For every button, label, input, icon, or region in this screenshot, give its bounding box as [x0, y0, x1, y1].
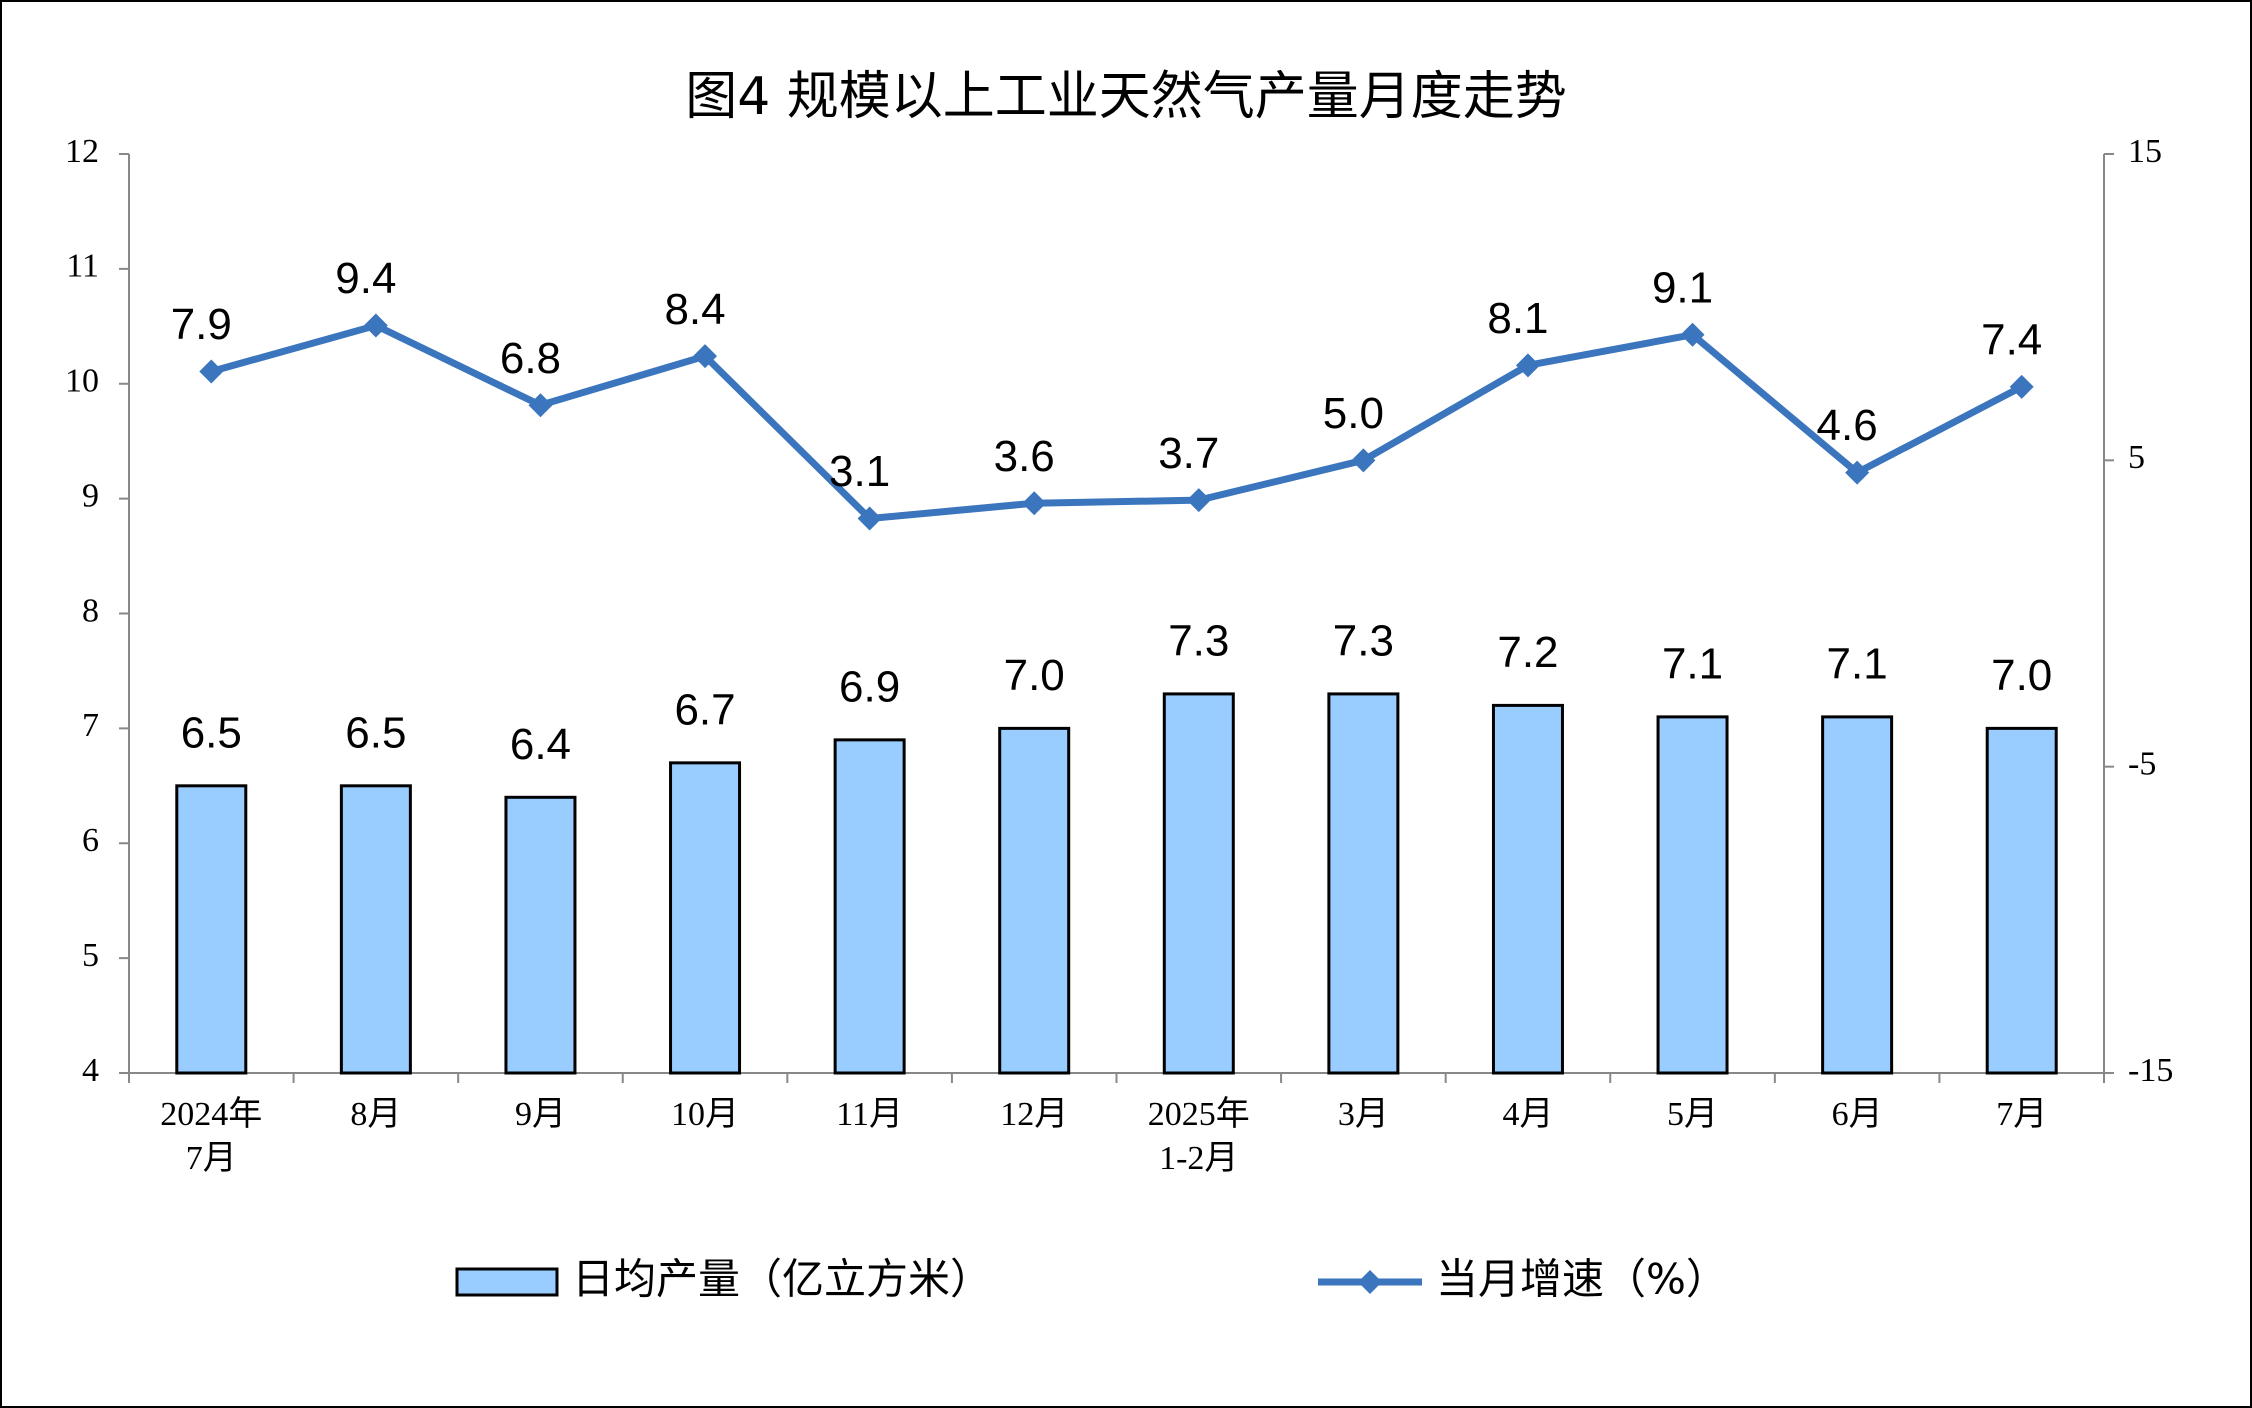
x-tick-label: 6月 — [1831, 1096, 1883, 1133]
line-label: 7.9 — [171, 300, 232, 349]
bar-label: 6.5 — [345, 708, 406, 757]
bar-label: 7.0 — [1004, 651, 1065, 700]
y-tick-label: 8 — [82, 592, 99, 629]
marker — [2009, 374, 2034, 399]
marker — [857, 506, 882, 531]
bar-label: 6.5 — [181, 708, 242, 757]
line-label: 5.0 — [1323, 389, 1384, 438]
bar-label: 6.4 — [510, 720, 571, 769]
y-tick-label: 7 — [82, 707, 99, 744]
line-label: 9.1 — [1652, 263, 1713, 312]
bar — [1327, 692, 1400, 1075]
marker — [1680, 322, 1705, 347]
chart-title: 图4 规模以上工业天然气产量月度走势 — [685, 67, 1567, 127]
line-label: 3.1 — [829, 447, 890, 496]
y2-tick-label: -15 — [2128, 1052, 2173, 1089]
bar-label: 7.2 — [1497, 628, 1558, 677]
bar-label: 7.3 — [1168, 617, 1229, 666]
marker — [1515, 353, 1540, 378]
y-tick-label: 4 — [82, 1052, 99, 1089]
x-tick-label: 9月 — [514, 1096, 566, 1133]
marker — [199, 359, 224, 384]
bar-label: 6.9 — [839, 662, 900, 711]
legend-label: 日均产量（亿立方米） — [572, 1255, 992, 1304]
bar — [1656, 715, 1729, 1075]
bar — [1985, 726, 2058, 1075]
x-tick-label: 12月 — [1000, 1096, 1069, 1133]
bar-label: 7.1 — [1827, 640, 1888, 689]
y2-tick-label: 15 — [2128, 133, 2162, 170]
x-tick-label: 7月 — [1996, 1096, 2048, 1133]
marker — [1845, 460, 1870, 485]
y-tick-label: 12 — [65, 133, 99, 170]
bar — [1162, 692, 1235, 1075]
line-label: 4.6 — [1817, 401, 1878, 450]
legend-swatch — [455, 1267, 559, 1297]
x-tick-label: 10月 — [671, 1096, 740, 1133]
x-tick-label: 5月 — [1667, 1096, 1719, 1133]
marker — [693, 344, 718, 369]
y-tick-label: 10 — [65, 363, 99, 400]
y2-tick-label: 5 — [2128, 439, 2145, 476]
bar — [833, 738, 906, 1075]
marker — [1022, 491, 1047, 516]
line-label: 9.4 — [335, 254, 396, 303]
bar-label: 7.0 — [1991, 651, 2052, 700]
y-tick-label: 6 — [82, 822, 99, 859]
bar-label: 6.7 — [674, 685, 735, 734]
y-tick-label: 5 — [82, 937, 99, 974]
marker — [1186, 488, 1211, 513]
y-tick-label: 9 — [82, 477, 99, 514]
x-tick-label: 2025年 1-2月 — [1147, 1096, 1250, 1177]
line-label: 8.4 — [664, 285, 725, 334]
bar — [669, 761, 742, 1075]
x-tick-label: 3月 — [1337, 1096, 1389, 1133]
line-label: 3.6 — [994, 432, 1055, 481]
bar — [504, 795, 577, 1075]
bar-label: 7.3 — [1333, 617, 1394, 666]
bar-label: 7.1 — [1662, 640, 1723, 689]
line-label: 6.8 — [500, 334, 561, 383]
line-label: 3.7 — [1158, 429, 1219, 478]
marker — [528, 393, 553, 418]
y2-tick-label: -5 — [2128, 745, 2156, 782]
bar — [175, 784, 248, 1075]
x-tick-label: 8月 — [350, 1096, 402, 1133]
legend-marker — [1358, 1270, 1382, 1294]
bar — [1491, 703, 1564, 1075]
bar — [1821, 715, 1894, 1075]
legend-label: 当月增速（%） — [1436, 1255, 1728, 1304]
marker — [363, 313, 388, 338]
x-tick-label: 2024年 7月 — [160, 1096, 263, 1177]
x-tick-label: 11月 — [836, 1096, 903, 1133]
bar — [339, 784, 412, 1075]
line — [210, 321, 2024, 523]
line-label: 8.1 — [1487, 294, 1548, 343]
bar — [998, 726, 1071, 1075]
y-tick-label: 11 — [66, 248, 99, 285]
line-label: 7.4 — [1981, 315, 2042, 364]
marker — [1351, 448, 1376, 473]
x-tick-label: 4月 — [1502, 1096, 1554, 1133]
